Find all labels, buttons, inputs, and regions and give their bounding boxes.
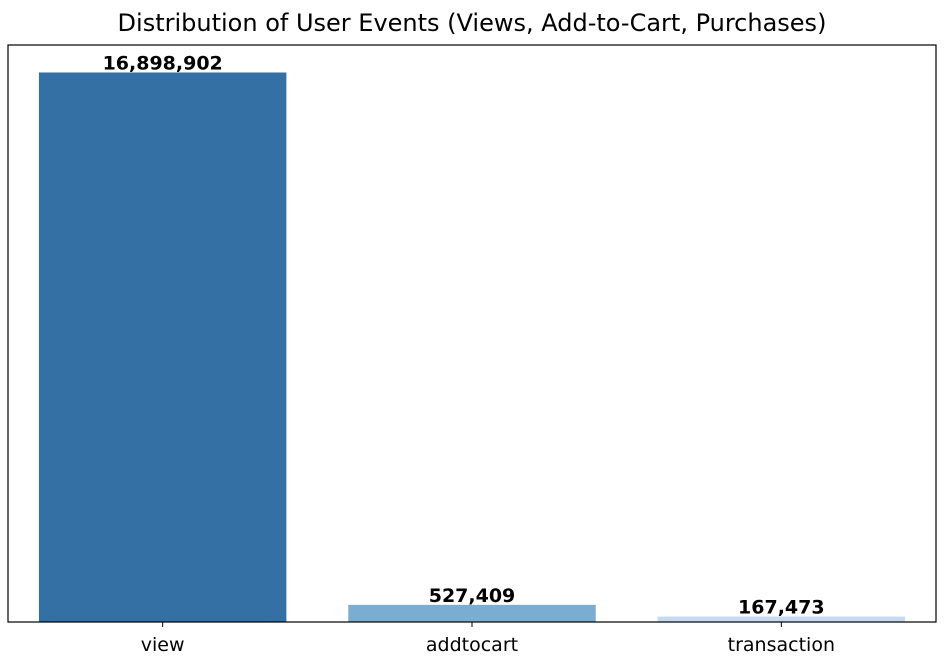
bars-layer bbox=[38, 72, 906, 623]
bar-transaction bbox=[657, 616, 906, 622]
data-label-view: 16,898,902 bbox=[103, 52, 223, 74]
bar-addtocart bbox=[348, 604, 596, 622]
x-tick-label-transaction: transaction bbox=[728, 634, 835, 656]
x-tick-label-addtocart: addtocart bbox=[426, 634, 518, 656]
x-axis: view addtocart transaction bbox=[141, 622, 835, 656]
chart-title: Distribution of User Events (Views, Add-… bbox=[118, 9, 827, 37]
data-label-transaction: 167,473 bbox=[738, 597, 825, 619]
x-tick-label-view: view bbox=[141, 634, 185, 656]
data-labels-layer: 16,898,902 527,409 167,473 bbox=[103, 52, 825, 618]
data-label-addtocart: 527,409 bbox=[429, 585, 516, 607]
bar-view bbox=[38, 72, 287, 623]
